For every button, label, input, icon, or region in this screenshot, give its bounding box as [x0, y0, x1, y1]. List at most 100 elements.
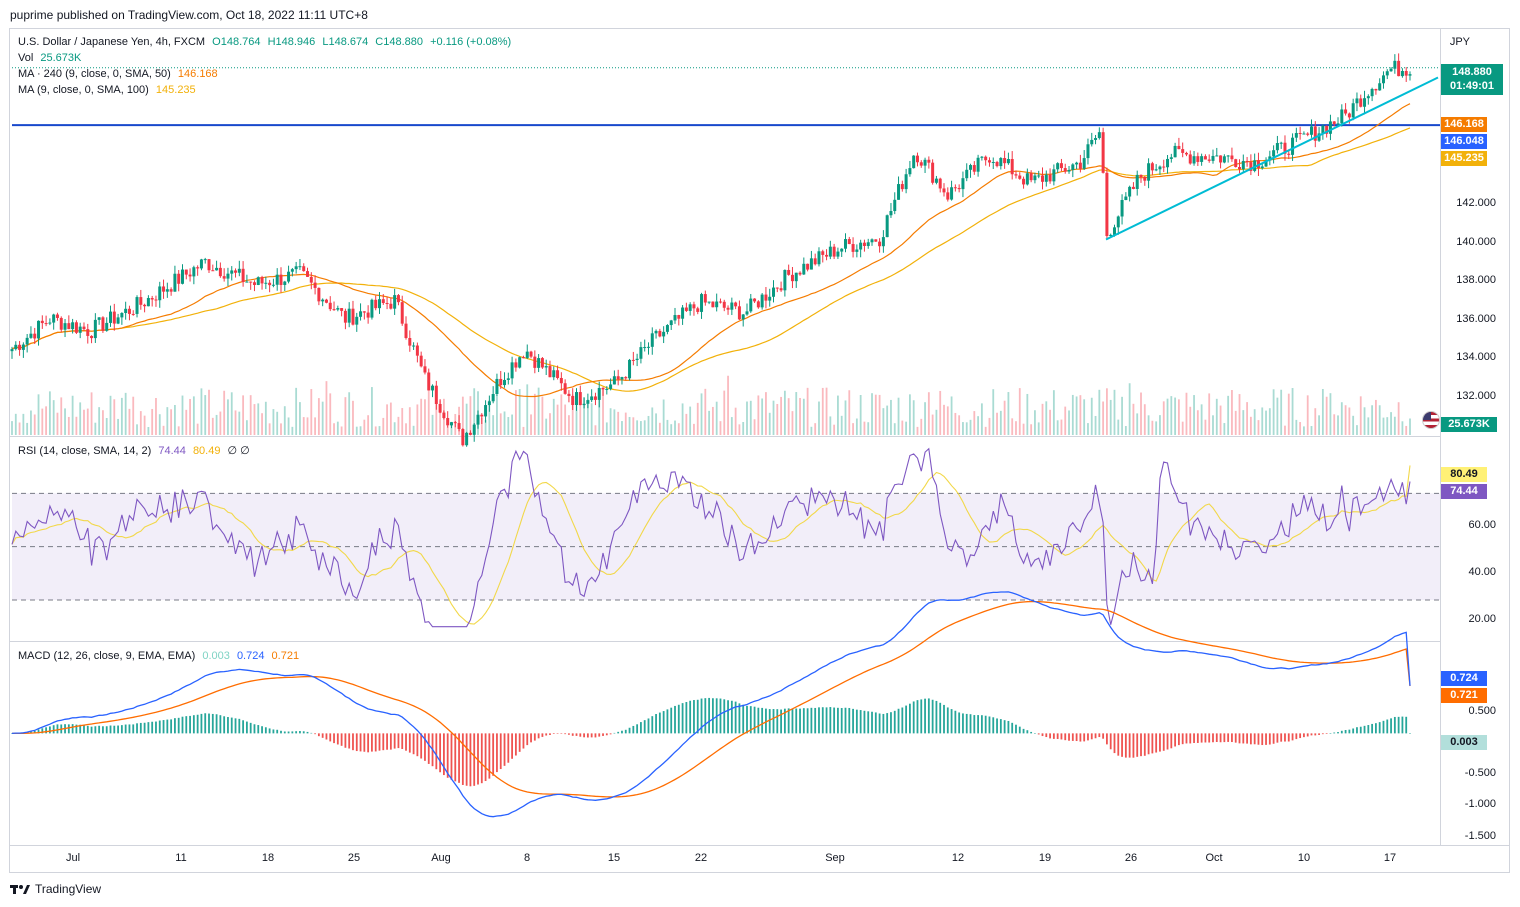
volume-bar [317, 398, 320, 435]
volume-bar [291, 426, 294, 435]
macd-histogram-bar [67, 724, 70, 734]
volume-bar [48, 391, 51, 435]
volume-bar [1151, 420, 1154, 435]
volume-bar [83, 409, 85, 435]
volume-bar [1094, 415, 1097, 435]
ma1-legend: MA · 240 (9, close, 0, SMA, 50) 146.168 [18, 68, 222, 80]
macd-histogram-bar [662, 711, 665, 734]
macd-histogram-bar [310, 732, 313, 734]
candle-body [851, 244, 855, 252]
volume-bar [113, 399, 116, 435]
candle-body [283, 281, 287, 285]
candle-body [196, 267, 200, 269]
volume-bar [439, 400, 442, 435]
volume-bar [1102, 401, 1105, 435]
macd-histogram-bar [98, 725, 101, 734]
volume-bar [249, 395, 252, 435]
macd-histogram-bar [1162, 733, 1165, 751]
macd-histogram-bar [973, 715, 976, 734]
volume-bar [1121, 396, 1123, 435]
volume-bar [943, 404, 945, 435]
macd-histogram-bar [1397, 716, 1400, 734]
candle-body [245, 281, 249, 283]
volume-bar [60, 397, 63, 435]
candle-body [188, 274, 192, 277]
candle-body [351, 308, 355, 325]
macd-histogram-bar [1212, 733, 1214, 743]
macd-histogram-bar [1007, 720, 1010, 734]
macd-histogram-bar [1083, 733, 1086, 742]
volume-bar [1352, 415, 1355, 435]
candle-body [139, 297, 143, 305]
macd-histogram-bar [927, 698, 930, 734]
candle-body [67, 323, 71, 330]
candle-body [961, 178, 965, 190]
volume-bar [651, 407, 654, 435]
price-change: +0.116 (+0.08%) [430, 36, 512, 48]
candle-body [1211, 155, 1215, 161]
candle-body [987, 160, 991, 163]
macd-histogram-bar [496, 733, 498, 773]
macd-histogram-bar [613, 732, 616, 734]
candle-body [540, 358, 544, 368]
footer-brand[interactable]: TradingView [10, 882, 101, 896]
macd-histogram-bar [514, 733, 517, 756]
candle-body [1059, 163, 1063, 169]
candle-body [893, 199, 897, 212]
symbol-title[interactable]: U.S. Dollar / Japanese Yen, 4h, FXCM [18, 36, 206, 48]
candle-body [601, 387, 605, 390]
volume-bar [776, 403, 779, 435]
macd-histogram-bar [1034, 733, 1036, 734]
macd-histogram-bar [204, 713, 207, 734]
volume-bar [132, 396, 135, 435]
volume-bar [1071, 394, 1074, 435]
volume-bar [522, 426, 525, 435]
ma2-label[interactable]: MA (9, close, 0, SMA, 100) [18, 84, 149, 96]
macd-histogram-bar [1189, 733, 1192, 744]
volume-bar [1098, 389, 1101, 435]
candle-body [97, 317, 101, 320]
macd-histogram-bar [139, 722, 142, 734]
candle-body [798, 272, 802, 275]
candle-body [1184, 152, 1188, 155]
candle-body [503, 379, 507, 386]
candle-body [995, 162, 999, 167]
candle-body [813, 258, 817, 265]
macd-histogram-bar [522, 733, 525, 749]
volume-label[interactable]: Vol [18, 52, 34, 64]
macd-histogram-bar [537, 733, 540, 739]
candle-body [44, 323, 48, 325]
candle-body [419, 355, 423, 367]
candle-body [953, 187, 957, 189]
macd-label[interactable]: MACD (12, 26, close, 9, EMA, EMA) [18, 650, 196, 662]
candle-body [859, 242, 863, 250]
macd-histogram-bar [962, 713, 964, 734]
price-tick: 142.000 [1456, 197, 1496, 209]
candle-body [878, 241, 882, 247]
candle-body [63, 323, 67, 330]
ma1-label[interactable]: MA · 240 (9, close, 0, SMA, 50) [18, 68, 171, 80]
macd-histogram-bar [75, 724, 78, 734]
volume-bar [1113, 389, 1116, 435]
volume-bar [730, 417, 733, 435]
macd-histogram-bar [1106, 733, 1108, 745]
macd-histogram-bar [893, 710, 896, 734]
volume-bar [681, 403, 684, 435]
volume-bar [844, 400, 847, 435]
candle-body [412, 345, 416, 347]
volume-bar [768, 412, 771, 435]
volume-bar [840, 415, 843, 435]
macd-histogram-bar [306, 731, 309, 734]
rsi-label[interactable]: RSI (14, close, SMA, 14, 2) [18, 445, 152, 457]
volume-bar [253, 404, 256, 435]
macd-histogram-bar [261, 726, 263, 734]
candle-body [1196, 156, 1200, 162]
volume-bar [556, 404, 559, 435]
candle-body [571, 396, 575, 406]
macd-histogram-bar [1185, 733, 1188, 744]
macd-histogram-bar [124, 724, 127, 734]
candle-body [1029, 173, 1033, 181]
candle-body [1097, 132, 1101, 139]
macd-histogram-bar [999, 719, 1002, 734]
